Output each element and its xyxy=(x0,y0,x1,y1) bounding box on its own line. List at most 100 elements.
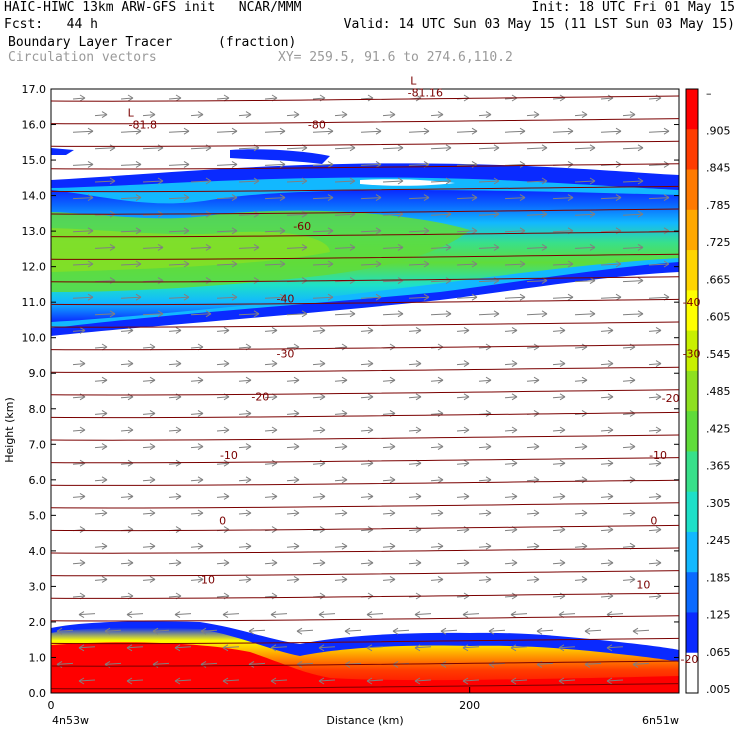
wind-vector-head xyxy=(253,177,260,185)
wind-vector-head xyxy=(79,326,86,334)
wind-vector xyxy=(622,280,644,283)
wind-vector xyxy=(648,130,670,133)
wind-vector xyxy=(478,147,500,150)
wind-vector xyxy=(574,114,588,117)
wind-vector xyxy=(312,562,326,565)
wind-vector xyxy=(168,396,182,399)
wind-vector xyxy=(606,613,624,616)
wind-vector xyxy=(216,296,238,299)
wind-vector xyxy=(382,180,404,183)
wind-vector-head xyxy=(279,260,286,268)
wind-vector xyxy=(312,97,326,100)
wind-vector-head xyxy=(101,409,108,417)
wind-vector xyxy=(216,495,230,498)
wind-vector xyxy=(430,379,444,382)
wind-vector-head xyxy=(327,127,334,135)
y-tick-label: 8.0 xyxy=(29,403,47,416)
wind-vector-head xyxy=(175,559,182,567)
wind-vector-head xyxy=(245,111,252,119)
wind-vector-head xyxy=(279,293,286,301)
wind-vector xyxy=(632,629,650,632)
wind-vector xyxy=(648,396,662,399)
wind-vector-head xyxy=(559,393,566,401)
wind-vector xyxy=(600,130,622,133)
wind-vector xyxy=(216,329,230,332)
wind-vector-head xyxy=(301,243,308,251)
wind-vector-head xyxy=(397,243,404,251)
wind-vector-head xyxy=(367,393,374,401)
wind-vector xyxy=(360,396,374,399)
wind-vector-head xyxy=(629,509,636,517)
wind-vector-head xyxy=(415,426,422,434)
wind-vector xyxy=(120,97,134,100)
wind-vector-head xyxy=(471,194,478,202)
colorbar-swatch xyxy=(686,572,698,613)
wind-vector-head xyxy=(437,111,444,119)
wind-vector xyxy=(264,363,278,366)
wind-vector xyxy=(238,114,252,117)
wind-vector xyxy=(648,263,670,266)
colorbar-swatch xyxy=(686,89,698,130)
wind-vector xyxy=(408,296,430,299)
wind-vector-head xyxy=(510,677,517,685)
header-line1-left: HAIC-HIWC 13km ARW-GFS init NCAR/MMM xyxy=(4,0,302,15)
wind-vector xyxy=(456,197,478,200)
wind-vector-head xyxy=(567,194,574,202)
wind-vector xyxy=(622,379,636,382)
isotherm-line xyxy=(50,344,680,351)
wind-vector-head xyxy=(223,492,230,500)
wind-vector-head xyxy=(533,575,540,583)
wind-vector-head xyxy=(293,376,300,384)
wind-vector xyxy=(334,114,348,117)
wind-vector-head xyxy=(655,360,662,368)
wind-vector-head xyxy=(245,575,252,583)
wind-vector xyxy=(168,363,182,366)
isotherm-line xyxy=(50,366,680,373)
wind-vector-head xyxy=(485,443,492,451)
wind-vector xyxy=(264,296,286,299)
wind-vector xyxy=(526,578,540,581)
wind-vector xyxy=(120,495,134,498)
isotherm-line xyxy=(50,253,680,260)
wind-vector xyxy=(318,646,336,649)
wind-vector xyxy=(600,97,614,100)
wind-vector xyxy=(286,545,300,548)
wind-vector xyxy=(408,163,430,166)
wind-vector-head xyxy=(104,627,111,635)
wind-vector-head xyxy=(101,542,108,550)
x-tick-label: 200 xyxy=(459,699,480,712)
wind-vector xyxy=(142,313,164,316)
wind-vector xyxy=(120,562,134,565)
wind-vector xyxy=(552,495,566,498)
wind-vector xyxy=(286,346,300,349)
contour-label: -30 xyxy=(683,348,701,361)
wind-vector xyxy=(72,429,86,432)
wind-vector-head xyxy=(135,160,142,168)
wind-vector xyxy=(168,296,190,299)
isotherm-line xyxy=(50,185,680,193)
wind-vector-head xyxy=(341,509,348,517)
wind-vector xyxy=(574,479,588,482)
wind-vector xyxy=(94,412,108,415)
wind-vector xyxy=(200,662,218,665)
wind-vector xyxy=(526,213,548,216)
wind-vector xyxy=(142,512,156,515)
colorbar-label: .065 xyxy=(706,646,731,659)
wind-vector xyxy=(312,495,326,498)
wind-vector xyxy=(360,263,382,266)
wind-vector xyxy=(72,263,94,266)
contour-label: -10 xyxy=(649,449,667,462)
wind-vector-head xyxy=(271,559,278,567)
y-tick-label: 10.0 xyxy=(22,332,47,345)
wind-vector xyxy=(600,230,622,233)
wind-vector xyxy=(552,529,566,532)
wind-vector xyxy=(360,529,374,532)
wind-vector-head xyxy=(349,310,356,318)
wind-vector xyxy=(622,313,644,316)
wind-vector-head xyxy=(519,127,526,135)
wind-vector-head xyxy=(279,160,286,168)
wind-vector-head xyxy=(637,277,644,285)
wind-vector xyxy=(222,646,240,649)
wind-vector xyxy=(312,529,326,532)
